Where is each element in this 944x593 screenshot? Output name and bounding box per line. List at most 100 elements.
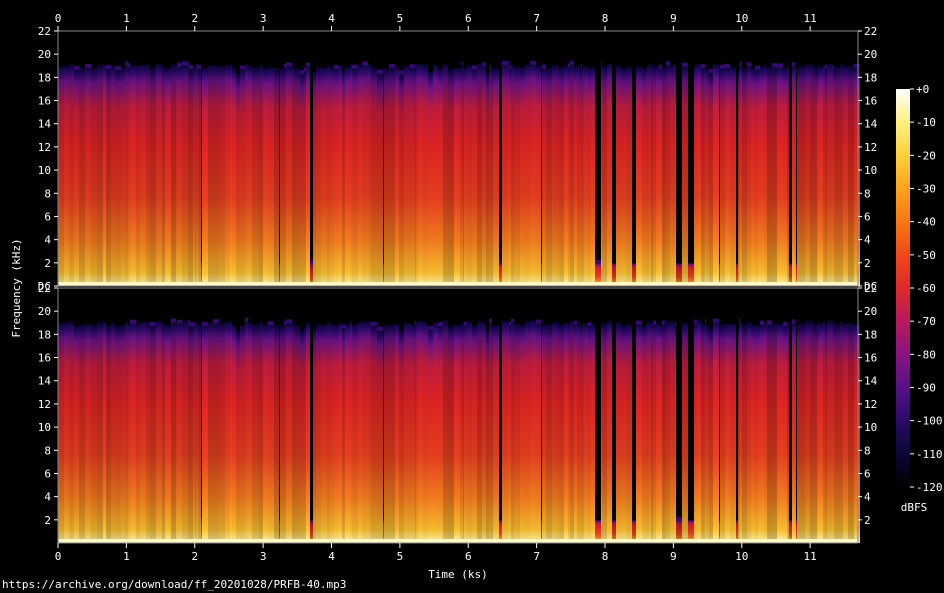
spectrum-column <box>666 64 670 286</box>
spectrum-column <box>59 65 64 286</box>
spectrum-column <box>486 73 489 287</box>
spectrum-column <box>404 66 410 286</box>
cutoff-fringe <box>74 66 79 71</box>
spectrum-column <box>236 330 240 543</box>
spectrum-column <box>410 324 415 543</box>
y-tick-label-left: 16 <box>38 95 51 108</box>
cutoff-fringe <box>489 318 492 323</box>
cutoff-fringe <box>709 68 713 73</box>
spectrum-column <box>854 323 860 543</box>
spectrum-column <box>665 67 666 286</box>
spectrum-column <box>647 64 649 286</box>
spectrum-column <box>140 322 146 543</box>
spectrum-column <box>300 330 304 543</box>
spectrum-column <box>103 64 106 287</box>
cutoff-fringe <box>177 62 182 67</box>
spectrum-column <box>612 262 616 286</box>
spectrum-column <box>225 64 230 286</box>
spectrum-column <box>489 321 492 543</box>
spectrum-column <box>825 67 827 286</box>
spectrum-column <box>805 64 810 286</box>
spectrum-column <box>570 320 574 543</box>
spectrum-column <box>509 67 511 286</box>
spectrum-column <box>688 262 694 286</box>
spectrum-column <box>736 519 738 543</box>
spectrum-column <box>64 323 69 543</box>
spectrum-column <box>416 321 418 543</box>
spectrum-column <box>128 65 130 286</box>
spectrum-column <box>464 324 467 543</box>
y-tick-label-right: 10 <box>864 421 877 434</box>
spectrum-column <box>720 324 724 543</box>
spectrum-column <box>511 321 514 543</box>
spectrum-column <box>834 323 840 543</box>
spectrum-column <box>188 65 189 287</box>
spectrum-column <box>111 322 115 543</box>
spectrum-column <box>788 322 789 543</box>
spectrum-column <box>111 65 115 286</box>
spectrum-column <box>755 68 758 286</box>
y-tick-label-right: DC <box>864 280 877 293</box>
x-tick-label-bottom: 10 <box>735 550 748 563</box>
spectrum-column <box>541 519 542 543</box>
cutoff-fringe <box>177 319 182 324</box>
spectrum-column <box>448 69 454 286</box>
spectrum-column <box>582 67 583 286</box>
spectrum-column <box>772 66 777 286</box>
spectrum-column <box>384 325 389 543</box>
spectrum-column <box>176 65 177 287</box>
cutoff-fringe <box>854 63 860 68</box>
cutoff-fringe <box>202 321 208 326</box>
spectrum-column <box>345 324 350 543</box>
spectrum-column <box>171 64 176 286</box>
spectrum-column <box>525 321 530 543</box>
cutoff-fringe <box>306 62 310 67</box>
cutoff-fringe <box>595 259 601 264</box>
spectrum-column <box>827 320 833 543</box>
spectrum-column <box>155 322 156 543</box>
spectrum-column <box>208 322 213 543</box>
spectrum-column <box>823 320 825 543</box>
cutoff-fringe <box>758 65 760 70</box>
x-tick-label-bottom: 0 <box>55 550 62 563</box>
cutoff-fringe <box>511 318 514 323</box>
spectrum-column <box>706 325 709 543</box>
spectrum-column <box>115 326 121 543</box>
spectrum-column <box>709 71 713 287</box>
x-tick-label-bottom: 7 <box>533 550 540 563</box>
spectrum-column <box>321 67 327 286</box>
spectrum-column <box>740 64 742 286</box>
spectrum-column <box>91 68 97 286</box>
y-tick-label-right: 10 <box>864 164 877 177</box>
spectrum-column <box>695 65 697 286</box>
spectrum-column <box>602 323 607 543</box>
spectrum-column <box>796 262 797 286</box>
spectrum-column <box>502 321 508 543</box>
cutoff-fringe <box>150 322 155 327</box>
spectrum-column <box>342 70 345 286</box>
spectrum-column <box>103 321 106 543</box>
spectrum-column <box>193 68 195 287</box>
spectrum-column <box>59 322 64 543</box>
spectrum-column <box>213 65 219 286</box>
spectrum-column <box>85 323 91 543</box>
spectrum-column <box>263 68 268 286</box>
spectrum-column <box>795 65 796 286</box>
spectrum-column <box>632 519 636 543</box>
x-tick-label-bottom: 9 <box>670 550 677 563</box>
spectrum-column <box>125 321 128 543</box>
spectrum-column <box>106 325 111 543</box>
spectrum-column <box>418 64 423 286</box>
spectrum-column <box>574 66 577 287</box>
spectrum-column <box>810 63 813 287</box>
spectrum-column <box>245 320 248 543</box>
spectrum-column <box>559 67 564 287</box>
spectrum-column <box>268 67 274 287</box>
spectrum-column <box>499 519 502 543</box>
cutoff-fringe <box>198 64 201 69</box>
cutoff-fringe <box>662 320 665 325</box>
plot-frame <box>57 287 859 544</box>
cutoff-fringe <box>130 319 136 324</box>
cutoff-fringe <box>245 317 248 322</box>
spectrum-column <box>792 322 795 543</box>
